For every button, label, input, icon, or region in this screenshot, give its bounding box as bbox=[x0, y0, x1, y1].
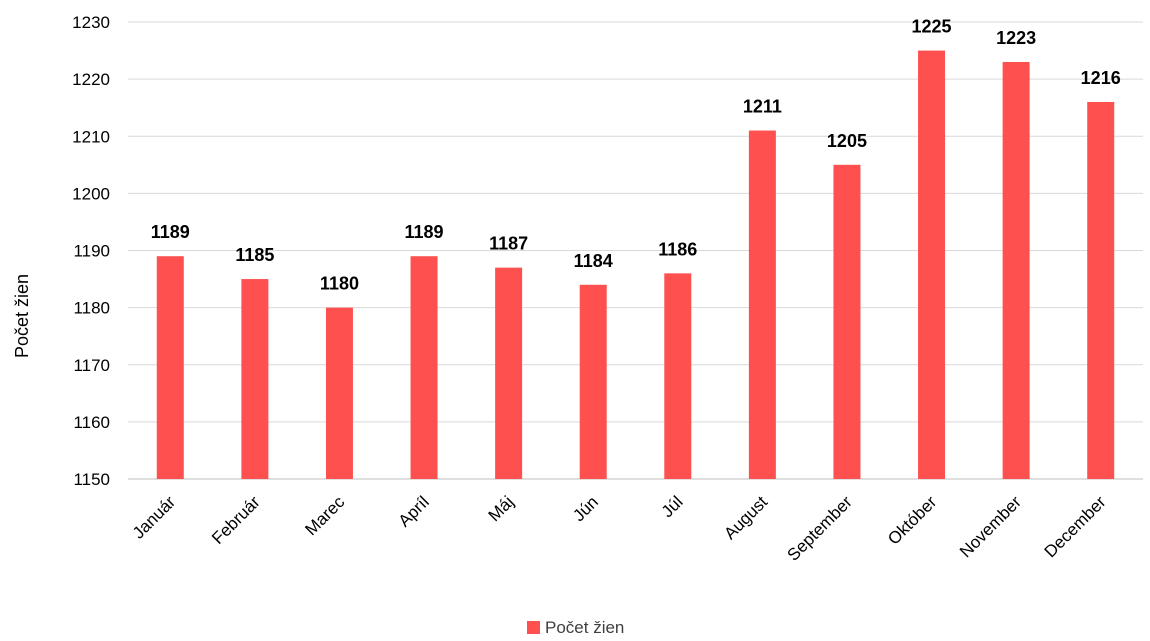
bar bbox=[1002, 61, 1030, 480]
bar bbox=[833, 164, 861, 479]
y-tick-label: 1200 bbox=[72, 184, 110, 203]
data-label: 1185 bbox=[235, 245, 274, 265]
x-axis-tick-labels: Január Február Marec Apríl Máj Jún Júl August Se… bbox=[129, 492, 1110, 565]
data-label: 1186 bbox=[658, 239, 697, 259]
x-tick-label: November bbox=[956, 492, 1025, 561]
y-tick-label: 1190 bbox=[73, 242, 110, 261]
gridlines bbox=[128, 21, 1143, 423]
legend: Počet žien bbox=[527, 618, 624, 637]
x-tick-label: Január bbox=[129, 492, 179, 542]
y-tick-label: 1230 bbox=[72, 13, 110, 32]
bar bbox=[156, 256, 184, 479]
x-tick-label: September bbox=[784, 492, 856, 564]
data-label: 1187 bbox=[489, 234, 528, 254]
data-label: 1223 bbox=[996, 28, 1036, 48]
x-tick-label: August bbox=[720, 492, 771, 543]
x-tick-label: Apríl bbox=[395, 492, 433, 530]
x-tick-label: Marec bbox=[301, 492, 348, 539]
bar bbox=[410, 256, 438, 479]
y-tick-label: 1210 bbox=[72, 127, 110, 146]
bars bbox=[156, 50, 1115, 480]
y-tick-label: 1160 bbox=[73, 413, 110, 432]
y-tick-label: 1220 bbox=[72, 70, 110, 89]
y-tick-label: 1150 bbox=[73, 470, 110, 489]
bar bbox=[579, 284, 607, 479]
bar bbox=[241, 279, 269, 479]
y-tick-label: 1170 bbox=[73, 356, 110, 375]
y-axis-title: Počet žien bbox=[12, 274, 32, 358]
bar bbox=[918, 50, 946, 479]
x-tick-label: Február bbox=[208, 492, 264, 548]
data-label: 1225 bbox=[912, 17, 952, 37]
x-tick-label: Jún bbox=[569, 492, 602, 525]
x-tick-label: December bbox=[1041, 492, 1110, 561]
x-tick-label: Máj bbox=[485, 492, 518, 525]
data-label: 1180 bbox=[320, 274, 359, 294]
bar bbox=[325, 307, 353, 479]
data-label: 1189 bbox=[405, 222, 444, 242]
data-label: 1189 bbox=[151, 222, 190, 242]
data-labels: 1189 1185 1180 1189 1187 1184 1186 1211 1205 1225… bbox=[151, 17, 1121, 294]
x-tick-label: Október bbox=[884, 492, 940, 548]
bar bbox=[495, 267, 523, 479]
y-tick-label: 1180 bbox=[73, 299, 110, 318]
bar bbox=[664, 273, 692, 479]
legend-label: Počet žien bbox=[545, 618, 624, 637]
x-tick-label: Júl bbox=[658, 492, 687, 521]
data-label: 1205 bbox=[827, 131, 867, 151]
y-axis-tick-labels: 1150 1160 1170 1180 1190 1200 1210 1220 1230 bbox=[72, 13, 110, 489]
bar bbox=[748, 130, 776, 479]
legend-swatch bbox=[527, 621, 540, 634]
data-label: 1184 bbox=[574, 251, 613, 271]
data-label: 1211 bbox=[743, 97, 782, 117]
data-label: 1216 bbox=[1081, 68, 1121, 88]
bar bbox=[1087, 101, 1115, 479]
